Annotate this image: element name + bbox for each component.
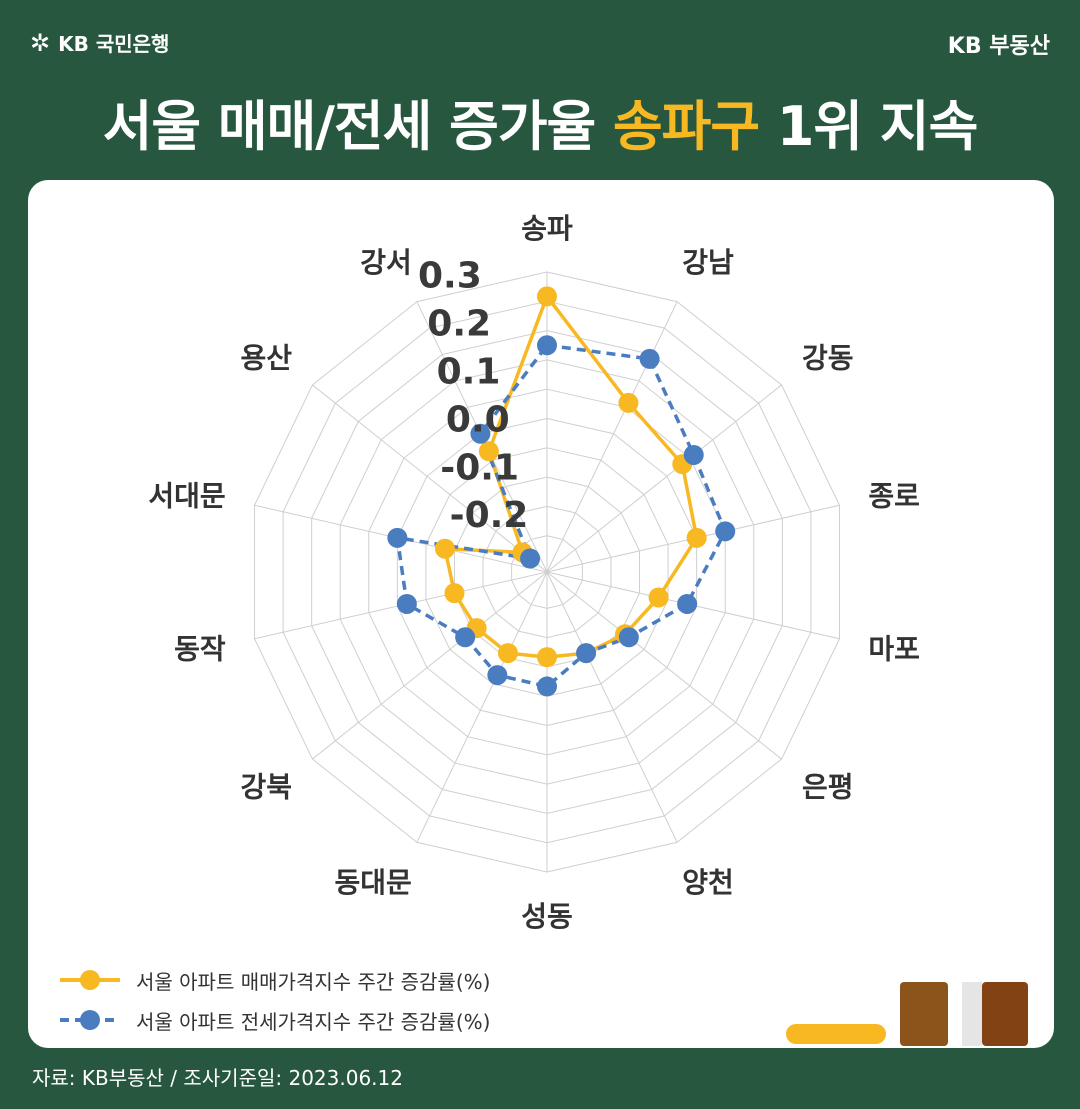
radial-tick-label: -0.2 xyxy=(450,495,529,536)
category-label: 강서 xyxy=(360,246,412,279)
jeonse-series-line xyxy=(395,343,727,689)
grid-spoke xyxy=(546,571,678,843)
title-highlight: 송파구 xyxy=(612,95,760,158)
legend-jeonse-marker xyxy=(60,1010,120,1030)
radial-tick-label: 0.3 xyxy=(418,256,482,297)
legend-sale-label: 서울 아파트 매매가격지수 주간 증감률(%) xyxy=(136,969,491,994)
radial-tick-label: 0.2 xyxy=(427,303,491,344)
grid-spoke xyxy=(546,571,782,760)
legend: 서울 아파트 매매가격지수 주간 증감률(%) 서울 아파트 전세가격지수 주간… xyxy=(58,960,490,1040)
jeonse-data-point xyxy=(715,521,736,542)
jeonse-data-point xyxy=(576,643,597,664)
category-label: 동대문 xyxy=(334,866,411,899)
sale-data-point xyxy=(537,286,557,307)
legend-item-sale: 서울 아파트 매매가격지수 주간 증감률(%) xyxy=(58,960,490,1000)
jeonse-data-point xyxy=(537,335,557,356)
grid-spoke xyxy=(312,571,548,760)
source-footer: 자료: KB부동산 / 조사기준일: 2023.06.12 xyxy=(32,1066,403,1090)
jeonse-data-point xyxy=(677,593,698,614)
jeonse-data-point xyxy=(455,627,476,648)
category-label: 서대문 xyxy=(148,479,225,512)
category-label: 동작 xyxy=(174,633,226,666)
title-suffix: 1위 지속 xyxy=(759,95,978,158)
decorative-book xyxy=(962,982,982,1046)
decorative-book xyxy=(900,982,948,1046)
radial-tick-label: 0.1 xyxy=(437,351,501,392)
category-label: 송파 xyxy=(521,212,573,245)
sale-data-point xyxy=(686,527,707,548)
jeonse-data-point xyxy=(387,527,408,548)
decorative-book xyxy=(982,982,1028,1046)
category-label: 종로 xyxy=(868,479,920,512)
jeonse-data-point xyxy=(520,548,541,569)
sale-data-point xyxy=(444,583,465,604)
radial-tick-label: 0.0 xyxy=(446,399,510,440)
kb-bank-logo: ✲ KB 국민은행 xyxy=(30,28,169,57)
kb-bank-name: KB 국민은행 xyxy=(58,32,170,56)
category-label: 강남 xyxy=(682,246,734,279)
category-label: 은평 xyxy=(802,770,854,803)
grid-spoke xyxy=(312,384,548,573)
sale-data-point xyxy=(497,643,518,664)
sale-data-point xyxy=(537,647,557,668)
radial-tick-label: -0.1 xyxy=(440,447,519,488)
category-label: 강동 xyxy=(802,342,854,375)
grid-spoke xyxy=(546,384,782,573)
jeonse-data-point xyxy=(470,423,491,444)
decorative-pencil xyxy=(786,1024,886,1044)
sale-data-point xyxy=(478,441,499,462)
legend-item-jeonse: 서울 아파트 전세가격지수 주간 증감률(%) xyxy=(58,1000,490,1040)
jeonse-data-point xyxy=(618,627,639,648)
category-label: 성동 xyxy=(521,900,573,933)
category-label: 마포 xyxy=(868,633,920,666)
jeonse-data-point xyxy=(396,593,417,614)
page-title: 서울 매매/전세 증가율 송파구 1위 지속 xyxy=(0,82,1080,161)
legend-sale-marker xyxy=(60,970,120,990)
category-label: 강북 xyxy=(241,770,293,803)
kb-star-icon: ✲ xyxy=(30,28,51,57)
legend-jeonse-label: 서울 아파트 전세가격지수 주간 증감률(%) xyxy=(136,1009,491,1034)
sale-data-point xyxy=(618,392,639,413)
jeonse-data-point xyxy=(683,444,704,465)
category-label: 양천 xyxy=(682,866,734,899)
jeonse-data-point xyxy=(537,676,557,697)
sale-data-point xyxy=(648,587,669,608)
title-prefix: 서울 매매/전세 증가율 xyxy=(102,95,613,158)
kb-real-estate-brand: KB 부동산 xyxy=(947,34,1050,59)
category-label: 용산 xyxy=(241,342,293,375)
jeonse-data-point xyxy=(639,348,660,369)
grid-spoke xyxy=(546,301,678,573)
grid-spoke xyxy=(416,571,548,843)
sale-data-point xyxy=(434,538,455,559)
jeonse-data-point xyxy=(487,665,508,686)
